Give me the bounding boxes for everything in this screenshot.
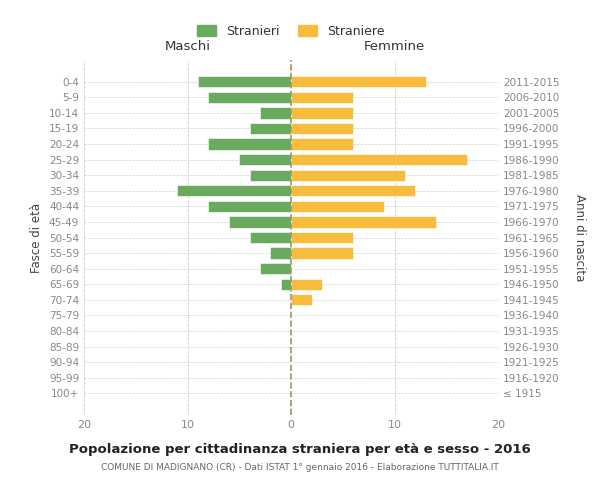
Bar xyxy=(291,185,415,196)
Bar xyxy=(208,138,291,149)
Y-axis label: Anni di nascita: Anni di nascita xyxy=(574,194,587,281)
Bar xyxy=(291,278,322,290)
Bar xyxy=(291,92,353,103)
Bar xyxy=(291,170,405,181)
Bar xyxy=(271,248,291,258)
Bar xyxy=(291,138,353,149)
Text: Femmine: Femmine xyxy=(364,40,425,53)
Bar xyxy=(239,154,291,165)
Y-axis label: Fasce di età: Fasce di età xyxy=(31,202,43,272)
Legend: Stranieri, Straniere: Stranieri, Straniere xyxy=(193,20,389,43)
Bar xyxy=(291,232,353,243)
Bar xyxy=(250,170,291,181)
Bar xyxy=(177,185,291,196)
Bar xyxy=(250,232,291,243)
Bar xyxy=(250,123,291,134)
Bar xyxy=(208,92,291,103)
Bar xyxy=(291,200,384,212)
Bar xyxy=(291,123,353,134)
Bar xyxy=(281,278,291,290)
Bar xyxy=(260,108,291,118)
Bar xyxy=(260,263,291,274)
Bar xyxy=(291,76,425,88)
Bar xyxy=(291,294,312,306)
Text: Maschi: Maschi xyxy=(164,40,211,53)
Text: COMUNE DI MADIGNANO (CR) - Dati ISTAT 1° gennaio 2016 - Elaborazione TUTTITALIA.: COMUNE DI MADIGNANO (CR) - Dati ISTAT 1°… xyxy=(101,462,499,471)
Bar xyxy=(291,154,467,165)
Bar xyxy=(229,216,291,228)
Bar xyxy=(291,108,353,118)
Bar xyxy=(198,76,291,88)
Text: Popolazione per cittadinanza straniera per età e sesso - 2016: Popolazione per cittadinanza straniera p… xyxy=(69,442,531,456)
Bar xyxy=(291,248,353,258)
Bar xyxy=(291,216,436,228)
Bar xyxy=(208,200,291,212)
